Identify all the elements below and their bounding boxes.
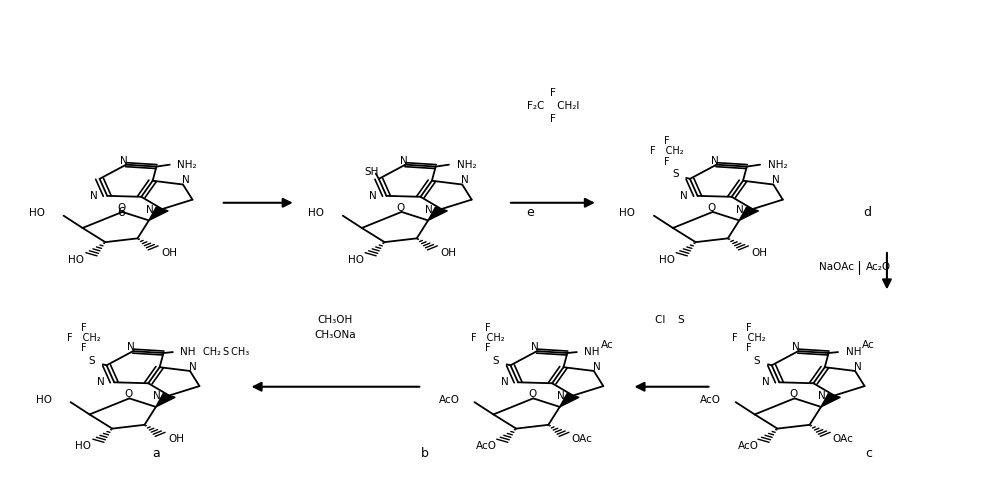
- Text: NH: NH: [584, 347, 600, 357]
- Polygon shape: [156, 394, 175, 407]
- Text: N: N: [189, 362, 197, 372]
- Text: HO: HO: [659, 254, 675, 264]
- Text: OAc: OAc: [571, 434, 592, 444]
- Text: N: N: [461, 176, 469, 186]
- Text: OH: OH: [752, 248, 768, 258]
- Text: S: S: [492, 356, 499, 366]
- Text: Ac₂O: Ac₂O: [866, 262, 891, 272]
- Text: F: F: [664, 136, 670, 146]
- Text: HO: HO: [75, 441, 91, 451]
- Text: F: F: [550, 88, 556, 99]
- Text: OAc: OAc: [832, 434, 853, 444]
- Text: N: N: [557, 392, 565, 402]
- Text: N: N: [680, 191, 688, 201]
- Text: S: S: [754, 356, 760, 366]
- Text: O: O: [789, 389, 797, 399]
- Text: a: a: [152, 448, 160, 460]
- Text: HO: HO: [29, 208, 45, 218]
- Text: N: N: [818, 392, 826, 402]
- Text: O: O: [117, 203, 125, 213]
- Text: N: N: [854, 362, 862, 372]
- Text: Cl      S: Cl S: [655, 314, 689, 324]
- Text: F: F: [81, 344, 87, 353]
- Text: N: N: [400, 156, 407, 166]
- Text: F: F: [81, 322, 87, 332]
- Text: OH: OH: [441, 248, 457, 258]
- Text: N: N: [97, 378, 105, 388]
- Text: AcO: AcO: [700, 395, 721, 405]
- Text: N: N: [792, 342, 800, 352]
- Text: N: N: [153, 392, 161, 402]
- Text: F     CH₂: F CH₂: [471, 333, 505, 343]
- Text: HO: HO: [68, 254, 84, 264]
- Text: SH: SH: [365, 167, 379, 177]
- Text: OH: OH: [161, 248, 177, 258]
- Text: NH₂: NH₂: [177, 160, 197, 170]
- Text: AcO: AcO: [476, 441, 497, 451]
- Text: N: N: [369, 191, 377, 201]
- Text: N: N: [762, 378, 770, 388]
- Text: N: N: [501, 378, 509, 388]
- Text: N: N: [772, 176, 780, 186]
- Text: NH₂: NH₂: [768, 160, 787, 170]
- Text: b: b: [421, 448, 429, 460]
- Text: F: F: [664, 157, 670, 167]
- Text: NH: NH: [846, 347, 861, 357]
- Text: N: N: [593, 362, 601, 372]
- Text: N: N: [736, 205, 744, 215]
- Text: F     CH₂: F CH₂: [67, 333, 101, 343]
- Text: c: c: [865, 448, 872, 460]
- Text: N: N: [120, 156, 128, 166]
- Text: O: O: [124, 389, 132, 399]
- Text: N: N: [182, 176, 190, 186]
- Text: F: F: [550, 114, 556, 124]
- Text: N: N: [90, 191, 98, 201]
- Text: N: N: [531, 342, 539, 352]
- Text: AcO: AcO: [737, 441, 758, 451]
- Text: F₂C      CH₂I: F₂C CH₂I: [527, 101, 579, 111]
- Text: HO: HO: [36, 395, 52, 405]
- Text: 6: 6: [117, 206, 125, 219]
- Polygon shape: [149, 208, 168, 220]
- Text: NaOAc: NaOAc: [819, 262, 854, 272]
- Text: N: N: [146, 205, 154, 215]
- Text: S: S: [672, 169, 679, 179]
- Text: O: O: [396, 203, 405, 213]
- Text: N: N: [425, 205, 433, 215]
- Polygon shape: [821, 394, 840, 407]
- Text: HO: HO: [619, 208, 635, 218]
- Text: CH₃ONa: CH₃ONa: [315, 330, 356, 340]
- Text: e: e: [526, 206, 534, 219]
- Polygon shape: [428, 208, 447, 220]
- Text: OH: OH: [168, 434, 184, 444]
- Text: N: N: [127, 342, 135, 352]
- Text: AcO: AcO: [439, 395, 460, 405]
- Text: F: F: [485, 322, 491, 332]
- Text: CH₃OH: CH₃OH: [318, 314, 353, 324]
- Text: F     CH₂: F CH₂: [732, 333, 766, 343]
- Text: NH₂: NH₂: [457, 160, 476, 170]
- Text: d: d: [863, 206, 871, 219]
- Text: N: N: [711, 156, 718, 166]
- Polygon shape: [739, 208, 759, 220]
- Text: CH₂ S CH₃: CH₂ S CH₃: [203, 347, 249, 357]
- Text: S: S: [89, 356, 95, 366]
- Text: HO: HO: [348, 254, 364, 264]
- Text: Ac: Ac: [862, 340, 875, 350]
- Text: F     CH₂: F CH₂: [650, 146, 684, 156]
- Text: O: O: [707, 203, 716, 213]
- Text: F: F: [746, 322, 752, 332]
- Text: NH: NH: [180, 347, 196, 357]
- Text: F: F: [746, 344, 752, 353]
- Text: O: O: [528, 389, 536, 399]
- Text: HO: HO: [308, 208, 324, 218]
- Polygon shape: [560, 394, 579, 407]
- Text: Ac: Ac: [601, 340, 613, 350]
- Text: F: F: [485, 344, 491, 353]
